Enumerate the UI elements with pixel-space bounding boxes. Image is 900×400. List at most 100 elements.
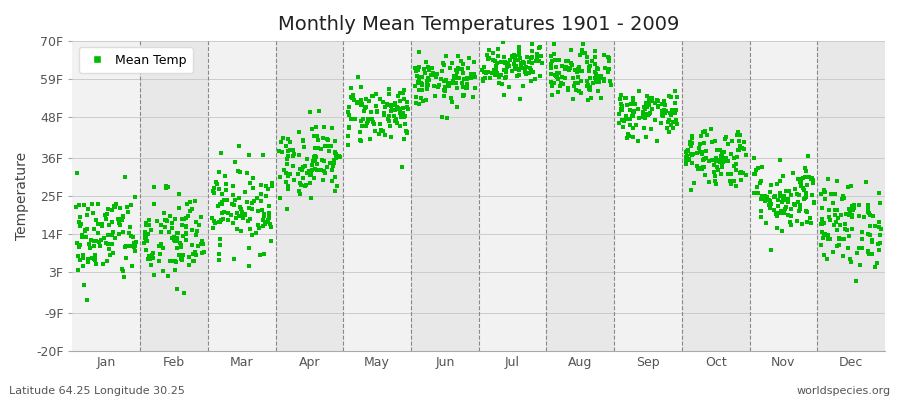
Point (873, 231, 887, 238)
Point (449, 79, 464, 86)
Point (392, 98, 407, 105)
Point (113, 205, 128, 212)
Point (508, 63, 523, 70)
Point (486, 50, 500, 56)
Point (640, 104, 654, 110)
Point (786, 170, 800, 176)
Point (489, 68, 503, 74)
Point (614, 92, 628, 98)
Point (783, 219, 797, 226)
Point (726, 163, 741, 169)
Point (161, 273, 176, 279)
Point (328, 188, 343, 195)
Point (716, 158, 730, 165)
Point (590, 75, 604, 82)
Point (232, 195, 247, 202)
Point (804, 176, 818, 182)
Point (572, 52, 587, 58)
Point (504, 53, 518, 59)
Point (86, 255, 100, 261)
Point (656, 113, 670, 120)
Point (256, 210, 271, 217)
Point (724, 170, 738, 177)
Point (400, 106, 415, 112)
Point (287, 150, 302, 157)
Point (281, 153, 295, 159)
Point (644, 126, 658, 133)
Point (655, 112, 670, 118)
Point (450, 104, 464, 110)
Bar (140, 41, 208, 351)
Point (626, 124, 640, 131)
Point (221, 210, 236, 216)
Point (228, 256, 242, 263)
Point (418, 97, 433, 104)
Point (94, 221, 109, 228)
Point (80, 212, 94, 218)
Point (533, 73, 547, 80)
Point (256, 207, 270, 213)
Point (843, 209, 858, 215)
Point (529, 58, 544, 64)
Point (700, 132, 715, 138)
Point (320, 143, 335, 150)
Point (225, 201, 239, 207)
Point (247, 175, 261, 181)
Point (561, 87, 575, 93)
Point (194, 241, 208, 247)
Point (729, 161, 743, 167)
Point (615, 105, 629, 112)
Point (170, 229, 184, 236)
Point (86, 256, 101, 262)
Point (488, 72, 502, 79)
Point (485, 70, 500, 76)
Point (163, 258, 177, 264)
Point (758, 198, 772, 204)
Point (230, 168, 245, 174)
Point (440, 115, 454, 121)
Point (632, 88, 646, 94)
Point (772, 193, 787, 200)
Point (272, 148, 286, 154)
Point (260, 186, 274, 192)
Point (682, 141, 697, 148)
Point (739, 152, 753, 158)
Point (614, 106, 628, 112)
Point (529, 51, 544, 57)
Point (505, 68, 519, 74)
Point (369, 91, 383, 98)
Point (524, 78, 538, 84)
Point (428, 83, 442, 89)
Point (730, 154, 744, 160)
Point (590, 65, 604, 71)
Point (278, 179, 293, 186)
Point (369, 108, 383, 115)
Point (632, 115, 646, 121)
Point (796, 174, 811, 181)
Point (102, 246, 116, 252)
Point (166, 225, 180, 231)
Point (455, 93, 470, 100)
Point (581, 68, 596, 74)
Point (323, 160, 338, 166)
Point (99, 240, 113, 246)
Point (619, 135, 634, 142)
Point (612, 120, 626, 126)
Point (166, 236, 181, 243)
Point (149, 217, 164, 224)
Point (559, 58, 573, 64)
Point (557, 66, 572, 72)
Point (631, 138, 645, 144)
Y-axis label: Temperature: Temperature (15, 152, 29, 240)
Point (276, 135, 291, 142)
Point (545, 92, 560, 98)
Point (287, 177, 302, 184)
Point (773, 190, 788, 196)
Point (734, 170, 748, 177)
Point (490, 59, 504, 66)
Point (179, 237, 194, 243)
Point (623, 122, 637, 128)
Point (817, 230, 832, 237)
Point (378, 132, 392, 139)
Point (669, 117, 683, 123)
